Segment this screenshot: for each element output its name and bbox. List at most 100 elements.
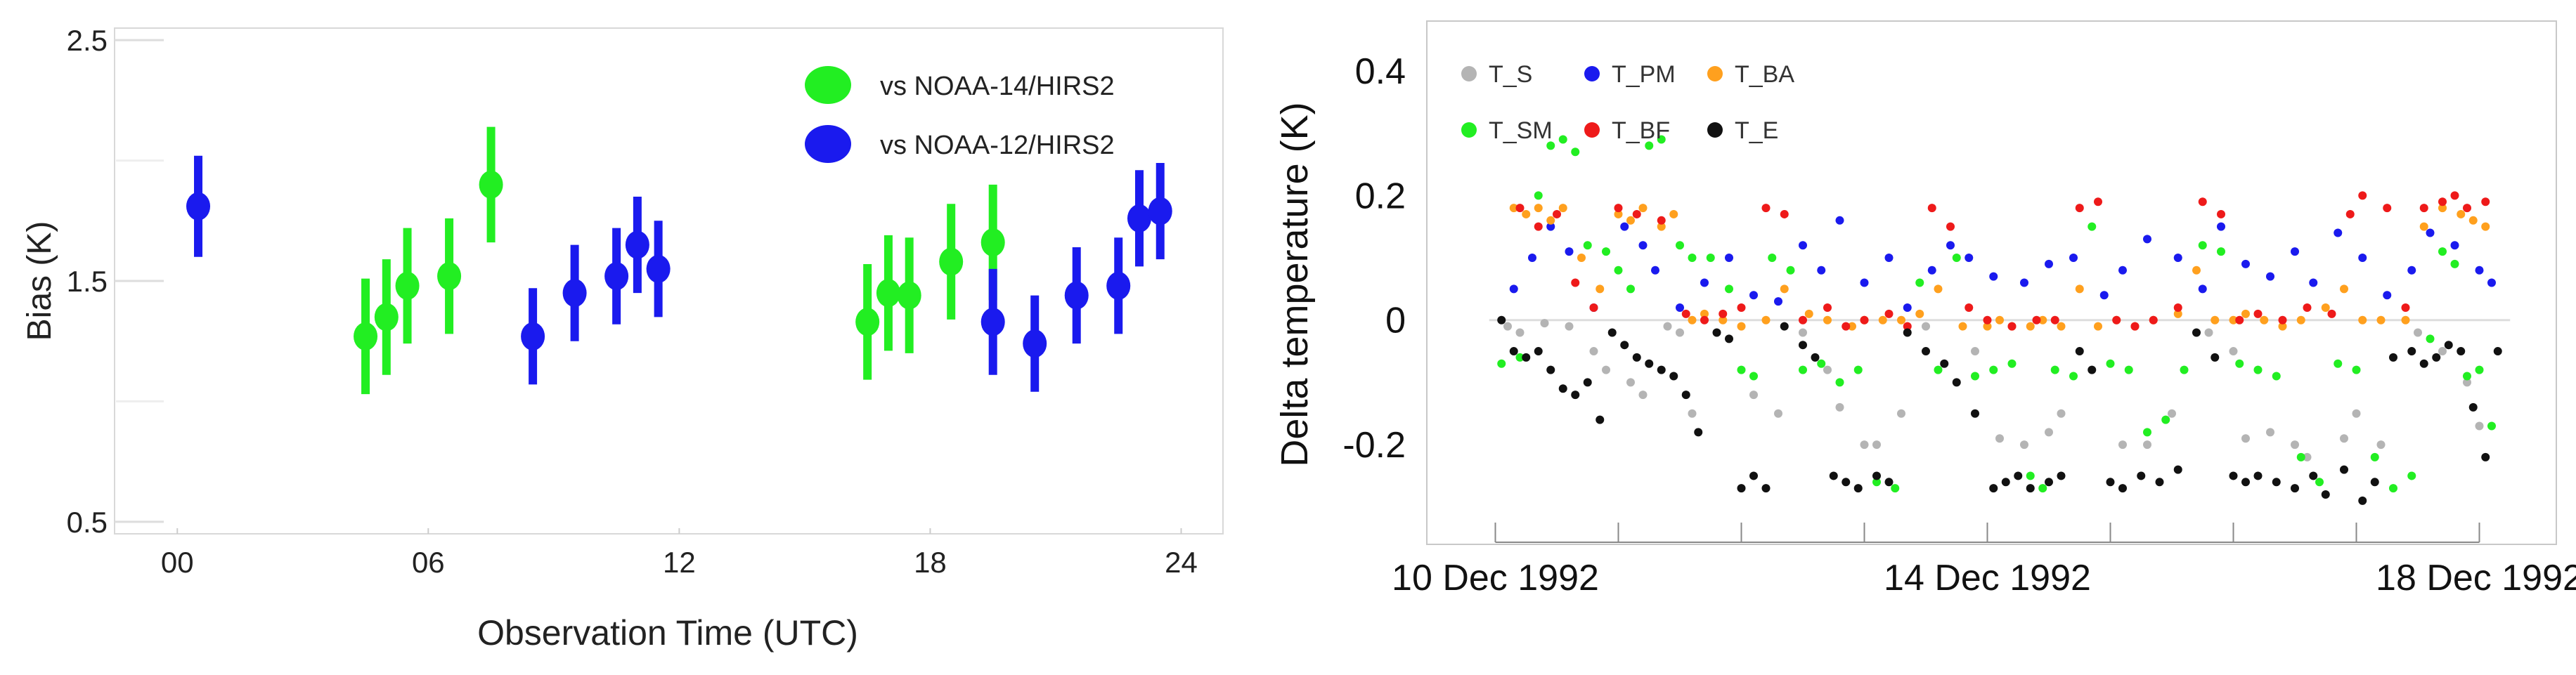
point-t-sm bbox=[1971, 372, 1979, 381]
point-t-e bbox=[2291, 484, 2299, 493]
point-t-e bbox=[2155, 478, 2164, 487]
point-t-pm bbox=[1835, 216, 1844, 225]
point-t-bf bbox=[1614, 204, 1623, 213]
point-t-e bbox=[2118, 484, 2127, 493]
point-t-ba bbox=[2229, 315, 2238, 325]
point-t-ba bbox=[2260, 315, 2269, 325]
point-t-pm bbox=[2241, 259, 2250, 268]
point-t-sm bbox=[1934, 365, 1943, 374]
point-t-sm bbox=[1534, 191, 1543, 200]
point-t-bf bbox=[2278, 315, 2287, 325]
point-t-s bbox=[1663, 322, 1672, 331]
point-t-s bbox=[1995, 434, 2004, 443]
point-vs-noaa-14-hirs2 bbox=[479, 170, 503, 199]
point-t-s bbox=[2291, 440, 2299, 450]
delta-xtick-label: 14 Dec 1992 bbox=[1884, 558, 2091, 598]
bias-chart-legend: vs NOAA-14/HIRS2 vs NOAA-12/HIRS2 bbox=[805, 66, 1115, 163]
point-vs-noaa-12-hirs2 bbox=[646, 254, 671, 283]
point-t-ba bbox=[1614, 209, 1623, 218]
point-t-ba bbox=[1878, 315, 1887, 325]
point-t-bf bbox=[1842, 322, 1851, 331]
point-t-ba bbox=[1719, 315, 1728, 325]
point-t-e bbox=[2241, 478, 2250, 487]
point-t-e bbox=[2014, 471, 2023, 480]
point-t-pm bbox=[1946, 241, 1955, 250]
delta-temperature-chart: 10 Dec 1992 14 Dec 1992 18 Dec 1992 -0.2 0 0… bbox=[1274, 20, 2576, 598]
point-t-e bbox=[2493, 347, 2502, 356]
point-t-bf bbox=[1515, 204, 1525, 213]
point-t-s bbox=[1503, 322, 1512, 331]
delta-ytick-label: 0.4 bbox=[1355, 51, 1406, 92]
point-t-e bbox=[1725, 334, 1733, 343]
point-t-ba bbox=[1761, 315, 1771, 325]
point-t-bf bbox=[2481, 197, 2490, 207]
point-t-sm bbox=[1872, 478, 1881, 487]
point-t-e bbox=[2432, 353, 2441, 362]
point-t-pm bbox=[1725, 254, 1733, 263]
point-t-s bbox=[2229, 347, 2238, 356]
point-t-pm bbox=[1565, 247, 1574, 256]
point-t-e bbox=[1583, 378, 1592, 387]
point-t-bf bbox=[1799, 315, 1807, 325]
point-t-e bbox=[2457, 347, 2466, 356]
point-t-ba bbox=[1522, 209, 1531, 218]
point-t-sm bbox=[2487, 421, 2496, 431]
legend-label-t-sm: T_SM bbox=[1489, 117, 1553, 144]
point-t-pm bbox=[2450, 241, 2459, 250]
point-t-e bbox=[2468, 402, 2478, 412]
point-t-sm bbox=[2198, 241, 2207, 250]
point-t-ba bbox=[2468, 216, 2478, 225]
point-t-sm bbox=[1737, 365, 1746, 374]
point-t-sm bbox=[2124, 365, 2133, 374]
point-t-pm bbox=[1989, 272, 1998, 281]
point-t-bf bbox=[2327, 309, 2336, 318]
point-vs-noaa-12-hirs2 bbox=[1064, 281, 1089, 310]
bias-xtick-label: 24 bbox=[1165, 546, 1198, 579]
point-t-sm bbox=[1891, 484, 1900, 493]
point-t-sm bbox=[2296, 452, 2305, 461]
legend-label-t-e: T_E bbox=[1735, 117, 1778, 144]
point-vs-noaa-12-hirs2 bbox=[562, 279, 587, 308]
point-t-s bbox=[1515, 328, 1525, 337]
point-t-bf bbox=[2401, 303, 2410, 312]
point-t-sm bbox=[2438, 247, 2447, 256]
point-t-s bbox=[1638, 391, 1648, 400]
legend-label-noaa12: vs NOAA-12/HIRS2 bbox=[880, 131, 1115, 160]
point-t-pm bbox=[1676, 303, 1684, 312]
point-t-s bbox=[2376, 440, 2386, 450]
point-t-ba bbox=[1534, 204, 1543, 213]
point-vs-noaa-12-hirs2 bbox=[1127, 204, 1151, 232]
point-t-ba bbox=[2481, 222, 2490, 231]
point-t-e bbox=[1681, 391, 1690, 400]
point-t-bf bbox=[1860, 315, 1869, 325]
legend-swatch-noaa12 bbox=[805, 125, 851, 163]
point-t-bf bbox=[2463, 204, 2471, 213]
point-t-e bbox=[1811, 353, 1820, 362]
point-t-ba bbox=[2340, 284, 2348, 294]
point-t-bf bbox=[2198, 197, 2207, 207]
point-t-e bbox=[2229, 471, 2238, 480]
point-t-e bbox=[1922, 347, 1930, 356]
point-t-e bbox=[1903, 328, 1912, 337]
point-t-sm bbox=[2026, 471, 2035, 480]
point-t-s bbox=[1835, 402, 1844, 412]
point-t-s bbox=[1971, 347, 1979, 356]
point-t-sm bbox=[1725, 284, 1733, 294]
point-t-sm bbox=[1799, 365, 1807, 374]
bias-ytick-label: 2.5 bbox=[67, 24, 108, 57]
legend-label-t-bf: T_BF bbox=[1612, 117, 1670, 144]
point-t-pm bbox=[1528, 254, 1536, 263]
point-t-pm bbox=[1884, 254, 1894, 263]
point-t-s bbox=[2352, 409, 2361, 418]
bias-chart-xlabel: Observation Time (UTC) bbox=[477, 613, 858, 653]
point-t-ba bbox=[1546, 216, 1555, 225]
point-t-e bbox=[2444, 341, 2453, 350]
point-t-e bbox=[1669, 372, 1678, 381]
legend-label-t-s: T_S bbox=[1489, 61, 1532, 88]
point-t-e bbox=[2358, 496, 2367, 505]
legend-label-t-ba: T_BA bbox=[1735, 61, 1794, 88]
delta-chart-legend: T_S T_PM T_BA T_SM T_BF T_E bbox=[1461, 61, 1794, 144]
point-t-sm bbox=[1602, 247, 1610, 256]
point-t-ba bbox=[1688, 315, 1697, 325]
point-t-bf bbox=[1553, 209, 1561, 218]
